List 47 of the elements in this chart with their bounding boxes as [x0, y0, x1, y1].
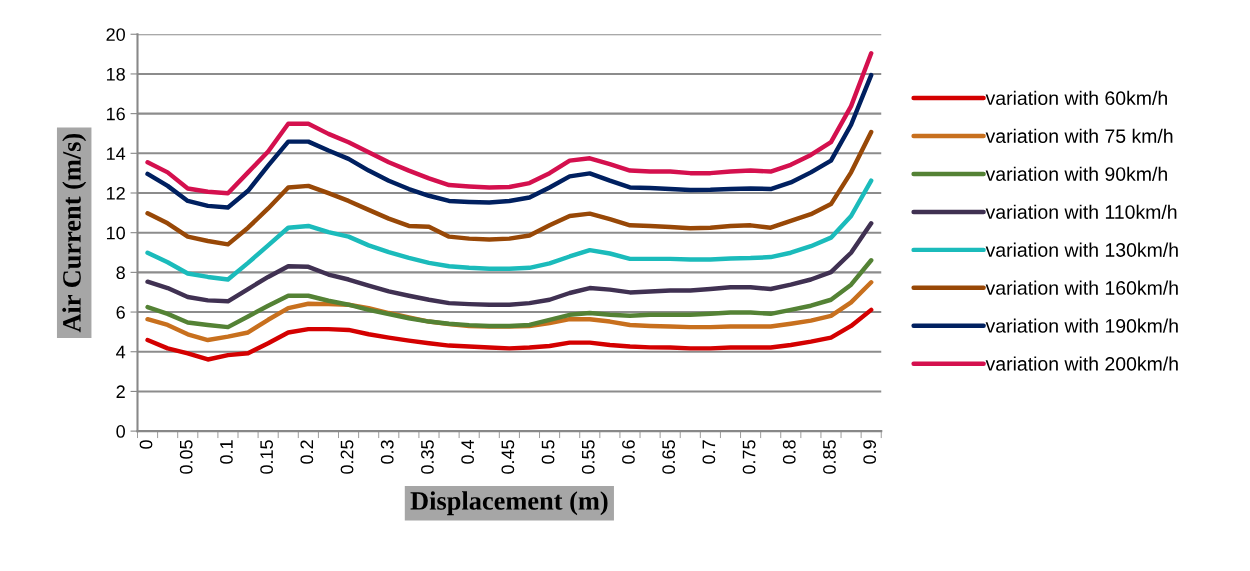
- y-axis-title: Air Current (m/s): [62, 133, 87, 333]
- x-tick-label: 0.3: [380, 440, 394, 464]
- y-tick-label: 4: [116, 345, 126, 359]
- x-tick-label: 0.9: [863, 440, 877, 464]
- line-series: [145, 307, 874, 362]
- y-tick-label: 10: [106, 226, 125, 240]
- x-tick-label: 0.15: [260, 440, 274, 474]
- x-tick-label: 0.2: [300, 440, 314, 464]
- y-tick-label: 0: [116, 425, 125, 438]
- legend-label: variation with 160km/h: [985, 280, 1178, 295]
- legend-label: variation with 75 km/h: [985, 128, 1173, 143]
- legend-label: variation with 130km/h: [985, 242, 1178, 257]
- line-series: [145, 221, 874, 307]
- legend-label: variation with 190km/h: [985, 318, 1178, 333]
- x-tick-label: 0.35: [421, 440, 434, 474]
- x-tick-label: 0.45: [501, 440, 515, 474]
- x-tick-label: 0.25: [340, 440, 354, 474]
- x-tick-label: 0.6: [622, 440, 635, 464]
- legend-label: variation with 60km/h: [985, 90, 1167, 106]
- x-tick-label: 0.75: [742, 440, 756, 474]
- x-tick-label: 0.8: [782, 440, 796, 464]
- line-series: [145, 178, 874, 282]
- y-tick-label: 2: [116, 385, 125, 398]
- line-series: [145, 258, 874, 330]
- line-series: [145, 51, 874, 196]
- x-tick-label: 0.05: [179, 440, 193, 474]
- legend-label: variation with 110km/h: [985, 204, 1177, 219]
- y-tick-label: 14: [106, 147, 126, 160]
- y-tick-label: 8: [116, 266, 125, 280]
- y-tick-label: 6: [116, 305, 125, 319]
- line-series: [145, 72, 874, 210]
- x-tick-label: 0.65: [662, 440, 676, 474]
- x-tick-label: 0.1: [220, 440, 233, 464]
- y-tick-label: 12: [106, 186, 125, 200]
- y-tick-label: 18: [106, 67, 125, 81]
- x-tick-label: 0.5: [541, 440, 555, 464]
- x-axis-title: Displacement (m): [410, 491, 608, 516]
- legend-label: variation with 200km/h: [985, 356, 1178, 371]
- x-tick-label: 0.4: [461, 439, 475, 464]
- y-tick-label: 20: [106, 28, 125, 41]
- x-tick-label: 0: [139, 440, 153, 449]
- x-tick-label: 0.7: [702, 440, 716, 464]
- y-tick-label: 16: [106, 107, 125, 121]
- x-tick-label: 0.55: [581, 440, 595, 474]
- x-tick-label: 0.85: [823, 440, 836, 474]
- line-series: [145, 129, 874, 247]
- legend-label: variation with 90km/h: [985, 166, 1167, 181]
